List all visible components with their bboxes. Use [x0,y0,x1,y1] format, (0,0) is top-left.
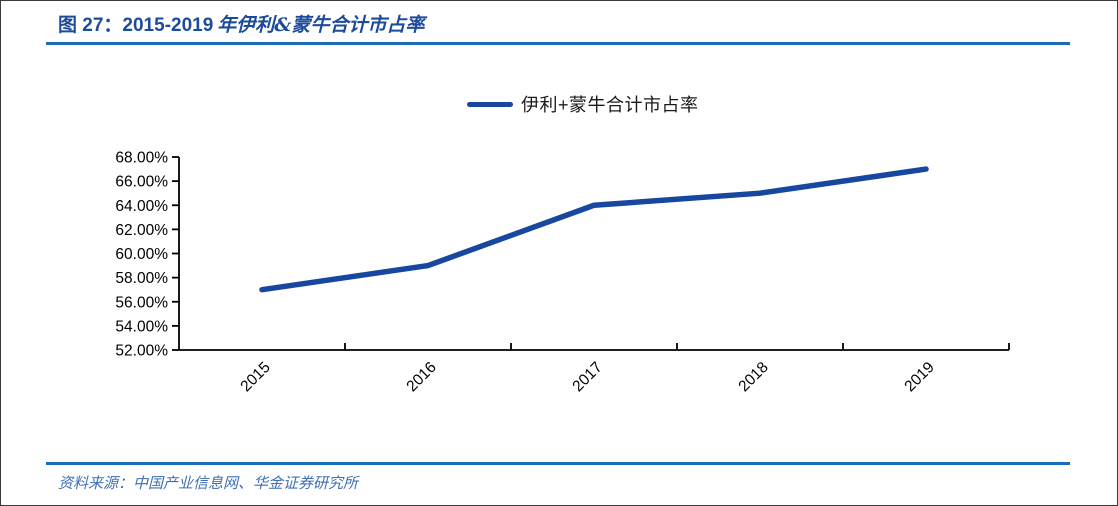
figure-title: 图 27：2015-2019 年伊利&蒙牛合计市占率 [58,13,424,38]
y-axis-tick-label: 58.00% [115,270,168,287]
x-axis-tick-label: 2015 [237,359,273,395]
source-text: 中国产业信息网、华金证券研究所 [133,474,359,492]
legend-label: 伊利+蒙牛合计市占率 [521,95,699,115]
figure-title-range: 2015-2019 [122,15,214,36]
line-chart: 52.00% 54.00% 56.00% 58.00% 60.00% 62.00% 64.0… [115,150,1010,395]
y-axis-tick-label: 62.00% [115,222,168,239]
series-line [259,166,929,293]
source-note: 资料来源：中国产业信息网、华金证券研究所 [58,472,358,493]
source-divider [46,462,1070,465]
chart-legend: 伊利+蒙牛合计市占率 [467,91,699,117]
figure-number: 图 27： [58,15,123,36]
y-axis-tick-label: 60.00% [115,246,168,263]
x-axis-tick-label: 2016 [403,359,439,395]
x-axis-tick-label: 2019 [901,359,937,395]
y-axis-tick-label: 64.00% [115,198,168,215]
x-axis-tick-label: 2018 [735,359,771,395]
y-axis-tick-label: 54.00% [115,318,168,335]
y-axis-tick-label: 66.00% [115,174,168,191]
y-axis-tick-label: 56.00% [115,294,168,311]
title-divider [46,42,1070,45]
figure-title-text: 年伊利&蒙牛合计市占率 [217,14,425,36]
legend-line-swatch [467,101,513,107]
y-axis-tick-label: 52.00% [115,343,168,360]
source-label: 资料来源： [58,474,134,492]
y-axis-tick-label: 68.00% [115,150,168,167]
x-axis-tick-label: 2017 [569,359,605,395]
